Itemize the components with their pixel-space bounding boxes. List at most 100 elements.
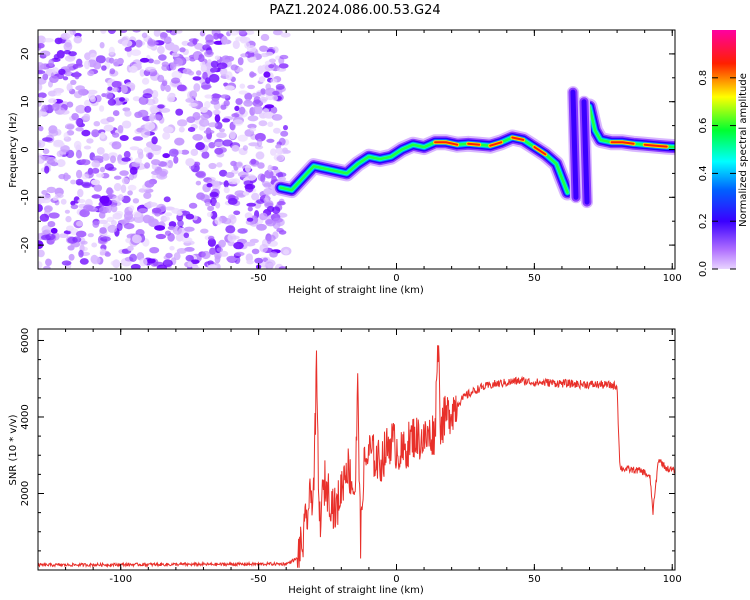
noise-blob	[67, 30, 74, 38]
noise-blob	[99, 42, 105, 49]
noise-blob	[99, 166, 106, 173]
noise-blob	[145, 88, 152, 93]
noise-blob	[219, 67, 228, 77]
figure-title: PAZ1.2024.086.00.53.G24	[269, 3, 440, 18]
noise-blob	[143, 191, 152, 199]
noise-blob	[223, 186, 230, 194]
noise-blob	[119, 135, 129, 141]
noise-blob	[84, 99, 91, 107]
noise-blob	[141, 32, 148, 39]
noise-blob	[162, 153, 170, 159]
noise-blob	[107, 86, 113, 91]
noise-blob	[244, 241, 256, 247]
noise-blob	[100, 236, 111, 242]
noise-blob	[273, 127, 281, 134]
noise-blob	[148, 41, 159, 46]
noise-blob	[258, 76, 266, 83]
noise-blob	[140, 129, 151, 138]
noise-blob	[275, 144, 282, 150]
noise-blob	[212, 109, 221, 115]
noise-blob	[83, 204, 94, 212]
noise-blob	[188, 102, 198, 107]
noise-blob	[64, 209, 70, 214]
noise-blob	[164, 230, 172, 236]
noise-blob	[132, 136, 144, 141]
noise-blob	[231, 113, 240, 118]
signal-ridge	[272, 86, 675, 209]
noise-blob	[279, 54, 289, 60]
noise-blob	[208, 73, 220, 83]
noise-blob	[112, 110, 120, 117]
noise-blob	[149, 247, 160, 254]
noise-blob	[254, 257, 264, 264]
ridge-band	[279, 136, 569, 194]
noise-blob	[44, 206, 52, 213]
noise-blob	[73, 91, 83, 99]
snr-x-tick-label: 0	[393, 574, 399, 585]
noise-blob	[65, 149, 75, 159]
noise-blob	[75, 230, 87, 238]
noise-blob	[123, 211, 134, 221]
noise-blob	[183, 226, 195, 232]
noise-blob	[74, 63, 84, 68]
noise-blob	[199, 118, 210, 127]
noise-blob	[71, 113, 79, 121]
noise-blob	[75, 104, 87, 114]
ridge-hot-core	[467, 142, 481, 146]
noise-blob	[229, 235, 240, 240]
noise-blob	[91, 242, 98, 248]
noise-blob	[251, 248, 260, 255]
noise-blob	[219, 250, 229, 257]
noise-blob	[107, 98, 117, 106]
noise-blob	[75, 149, 82, 159]
noise-blob	[139, 257, 148, 267]
noise-blob	[233, 241, 244, 250]
spectrogram-y-tick-label: 0	[20, 146, 31, 152]
noise-blob	[38, 249, 45, 258]
noise-blob	[146, 258, 156, 264]
noise-blob	[244, 42, 251, 49]
noise-blob	[224, 85, 235, 91]
noise-blob	[81, 173, 90, 180]
noise-blob	[188, 202, 198, 209]
noise-blob	[187, 261, 193, 268]
noise-blob	[270, 148, 277, 156]
noise-blob	[244, 183, 256, 190]
noise-blob	[163, 216, 170, 221]
noise-blob	[184, 247, 195, 252]
noise-blob	[76, 169, 83, 179]
noise-blob	[96, 173, 105, 178]
noise-blob	[62, 76, 69, 81]
noise-blob	[273, 154, 285, 162]
noise-blob	[226, 255, 238, 262]
snr-series-line	[38, 345, 675, 569]
noise-blob	[95, 55, 106, 64]
noise-blob	[119, 30, 128, 33]
noise-region	[38, 30, 292, 269]
noise-blob	[99, 131, 106, 139]
noise-blob	[158, 54, 167, 61]
noise-blob	[49, 75, 59, 84]
noise-blob	[263, 71, 271, 78]
noise-blob	[47, 221, 56, 228]
noise-blob	[77, 198, 86, 204]
noise-blob	[92, 155, 104, 161]
noise-blob	[194, 161, 201, 167]
ridge-hot-core	[610, 141, 635, 145]
spectrogram-x-tick-label: 100	[663, 273, 682, 284]
noise-blob	[206, 59, 212, 67]
noise-blob	[83, 145, 92, 150]
noise-blob	[113, 175, 122, 180]
noise-blob	[42, 73, 49, 81]
noise-blob	[207, 122, 218, 128]
noise-blob	[165, 252, 173, 259]
snr-y-tick-label: 4000	[20, 404, 31, 429]
noise-blob	[99, 227, 107, 234]
noise-blob	[121, 195, 131, 204]
spectrogram-x-tick-label: -50	[250, 273, 266, 284]
noise-blob	[100, 30, 107, 34]
noise-blob	[144, 162, 151, 169]
ridge-hot-core	[533, 146, 547, 156]
noise-blob	[201, 250, 211, 260]
noise-blob	[163, 126, 174, 134]
